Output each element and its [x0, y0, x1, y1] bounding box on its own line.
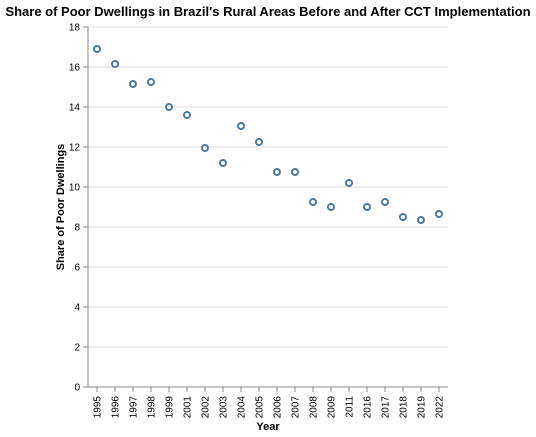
- x-tick-label: 1996: [111, 396, 122, 419]
- data-point-2016: [363, 203, 371, 211]
- x-tick-label: 2003: [219, 396, 230, 419]
- x-tick-label: 2011: [345, 396, 356, 418]
- y-tick-label: 14: [69, 103, 81, 114]
- y-axis: 0 2 4 6 8 10 12 14 16 18: [69, 23, 89, 394]
- data-point-1996: [111, 60, 119, 68]
- y-tick-label: 16: [69, 63, 81, 74]
- data-point-2017: [381, 198, 389, 206]
- data-point-2022: [435, 210, 443, 218]
- data-point-2011: [345, 179, 353, 187]
- data-point-2008: [309, 198, 317, 206]
- chart-title: Share of Poor Dwellings in Brazil's Rura…: [5, 4, 530, 19]
- y-tick-label: 10: [69, 183, 81, 194]
- x-axis-title: Year: [256, 421, 280, 433]
- y-tick-label: 4: [74, 303, 80, 314]
- data-point-2002: [201, 144, 209, 152]
- y-tick-label: 2: [74, 343, 80, 354]
- x-tick-label: 2001: [183, 396, 194, 419]
- y-tick-label: 18: [69, 23, 81, 34]
- data-point-1998: [147, 78, 155, 86]
- x-tick-label: 2008: [309, 396, 320, 419]
- x-tick-label: 2002: [201, 396, 212, 419]
- x-tick-label: 2019: [417, 396, 428, 419]
- data-point-2003: [219, 159, 227, 167]
- y-tick-label: 6: [74, 263, 80, 274]
- data-point-2007: [291, 168, 299, 176]
- y-tick-label: 8: [74, 223, 80, 234]
- x-tick-label: 2017: [381, 396, 392, 419]
- y-tick-label: 12: [69, 143, 81, 154]
- x-tick-label: 1995: [93, 396, 104, 419]
- data-point-2009: [327, 203, 335, 211]
- x-tick-label: 2009: [327, 396, 338, 419]
- x-tick-label: 1997: [129, 396, 140, 419]
- data-point-2001: [183, 111, 191, 119]
- gridlines: [88, 26, 448, 388]
- data-point-1995: [93, 45, 101, 53]
- x-tick-label: 1998: [147, 396, 158, 419]
- data-point-2006: [273, 168, 281, 176]
- y-tick-label: 0: [74, 383, 80, 394]
- data-point-1997: [129, 80, 137, 88]
- x-tick-label: 2004: [237, 396, 248, 419]
- data-point-1999: [165, 103, 173, 111]
- x-tick-label: 2005: [255, 396, 266, 419]
- x-tick-label: 2022: [435, 396, 446, 419]
- data-point-2019: [417, 216, 425, 224]
- data-points: [93, 45, 443, 224]
- data-point-2004: [237, 122, 245, 130]
- data-point-2018: [399, 213, 407, 221]
- x-axis: 1995 1996 1997 1998 1999 2001 2002 2003 2004 2005…: [88, 386, 448, 419]
- x-tick-label: 1999: [165, 396, 176, 419]
- x-tick-label: 2007: [291, 396, 302, 419]
- x-tick-label: 2006: [273, 396, 284, 419]
- x-tick-label: 2018: [399, 396, 410, 419]
- x-tick-label: 2016: [363, 396, 374, 419]
- data-point-2005: [255, 138, 263, 146]
- y-axis-title: Share of Poor Dwellings: [55, 144, 67, 271]
